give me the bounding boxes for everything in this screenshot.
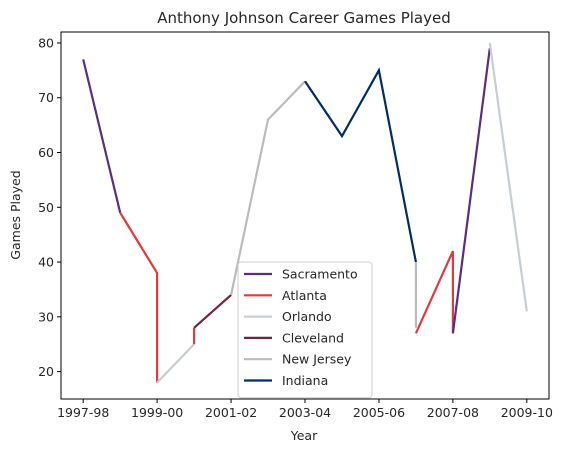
- y-tick-label: 20: [38, 364, 54, 379]
- series-line-orlando-2: [156, 343, 195, 384]
- x-tick-label: 2003-04: [279, 405, 331, 420]
- y-tick-label: 80: [38, 35, 54, 50]
- x-tick-label: 1999-00: [131, 405, 183, 420]
- x-tick-label: 2001-02: [205, 405, 257, 420]
- y-tick-label: 30: [38, 309, 54, 324]
- y-tick-label: 60: [38, 145, 54, 160]
- x-axis-title: Year: [290, 428, 318, 443]
- legend-label: Cleveland: [282, 330, 344, 345]
- series-line-indiana-6: [304, 67, 417, 263]
- y-tick-label: 70: [38, 90, 54, 105]
- y-axis-title: Games Played: [8, 170, 23, 259]
- x-tick-label: 2009-10: [501, 405, 553, 420]
- series-line-atlanta-1: [119, 212, 159, 383]
- series-line-sacramento-0: [82, 59, 122, 214]
- series-line-sacramento-9: [451, 48, 491, 334]
- series-layer: [82, 42, 528, 384]
- x-tick-label: 1997-98: [57, 405, 109, 420]
- y-tick-label: 40: [38, 255, 54, 270]
- chart-title: Anthony Johnson Career Games Played: [157, 9, 451, 27]
- x-tick-label: 2005-06: [353, 405, 405, 420]
- series-line-new-jersey-5: [230, 80, 306, 296]
- legend-label: New Jersey: [282, 352, 352, 367]
- legend: Sacramento Atlanta Orlando Cleveland New Jer…: [237, 261, 373, 399]
- legend-label: Indiana: [282, 373, 328, 388]
- x-axis: 1997-98 1999-00 2001-02 2003-04 2005-06 2007-…: [57, 399, 553, 420]
- legend-label: Orlando: [282, 309, 332, 324]
- series-line-atlanta-8: [414, 250, 454, 334]
- legend-label: Sacramento: [282, 267, 358, 282]
- series-line-orlando-10: [488, 42, 528, 312]
- legend-label: Atlanta: [282, 288, 327, 303]
- series-line-cleveland-4: [193, 294, 232, 329]
- x-tick-label: 2007-08: [427, 405, 479, 420]
- y-axis: 20 30 40 50 60 70 80: [38, 35, 61, 379]
- y-tick-label: 50: [38, 200, 54, 215]
